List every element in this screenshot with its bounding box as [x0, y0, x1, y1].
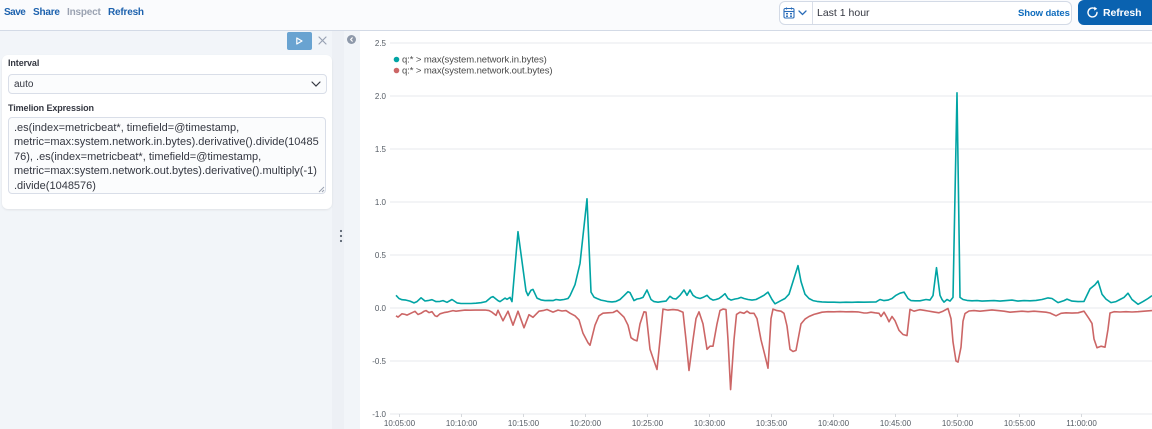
svg-text:1.5: 1.5: [375, 145, 387, 154]
svg-text:0.0: 0.0: [375, 304, 387, 313]
svg-text:2.0: 2.0: [375, 92, 387, 101]
svg-text:10:25:00: 10:25:00: [632, 419, 664, 428]
svg-text:2.5: 2.5: [375, 39, 387, 48]
svg-text:10:30:00: 10:30:00: [694, 419, 726, 428]
svg-text:10:50:00: 10:50:00: [942, 419, 974, 428]
svg-text:q:* > max(system.network.in.by: q:* > max(system.network.in.bytes): [402, 55, 547, 66]
svg-text:-1.0: -1.0: [372, 410, 386, 419]
svg-text:-0.5: -0.5: [372, 357, 386, 366]
svg-text:10:10:00: 10:10:00: [446, 419, 478, 428]
svg-text:11:00:00: 11:00:00: [1066, 419, 1097, 428]
svg-text:10:05:00: 10:05:00: [384, 419, 416, 428]
svg-text:0.5: 0.5: [375, 251, 387, 260]
svg-text:10:55:00: 10:55:00: [1004, 419, 1036, 428]
svg-text:10:35:00: 10:35:00: [756, 419, 788, 428]
svg-text:10:15:00: 10:15:00: [508, 419, 540, 428]
svg-text:10:45:00: 10:45:00: [880, 419, 912, 428]
svg-text:10:20:00: 10:20:00: [570, 419, 602, 428]
svg-text:q:* > max(system.network.out.b: q:* > max(system.network.out.bytes): [402, 66, 552, 77]
svg-text:10:40:00: 10:40:00: [818, 419, 850, 428]
svg-text:1.0: 1.0: [375, 198, 387, 207]
